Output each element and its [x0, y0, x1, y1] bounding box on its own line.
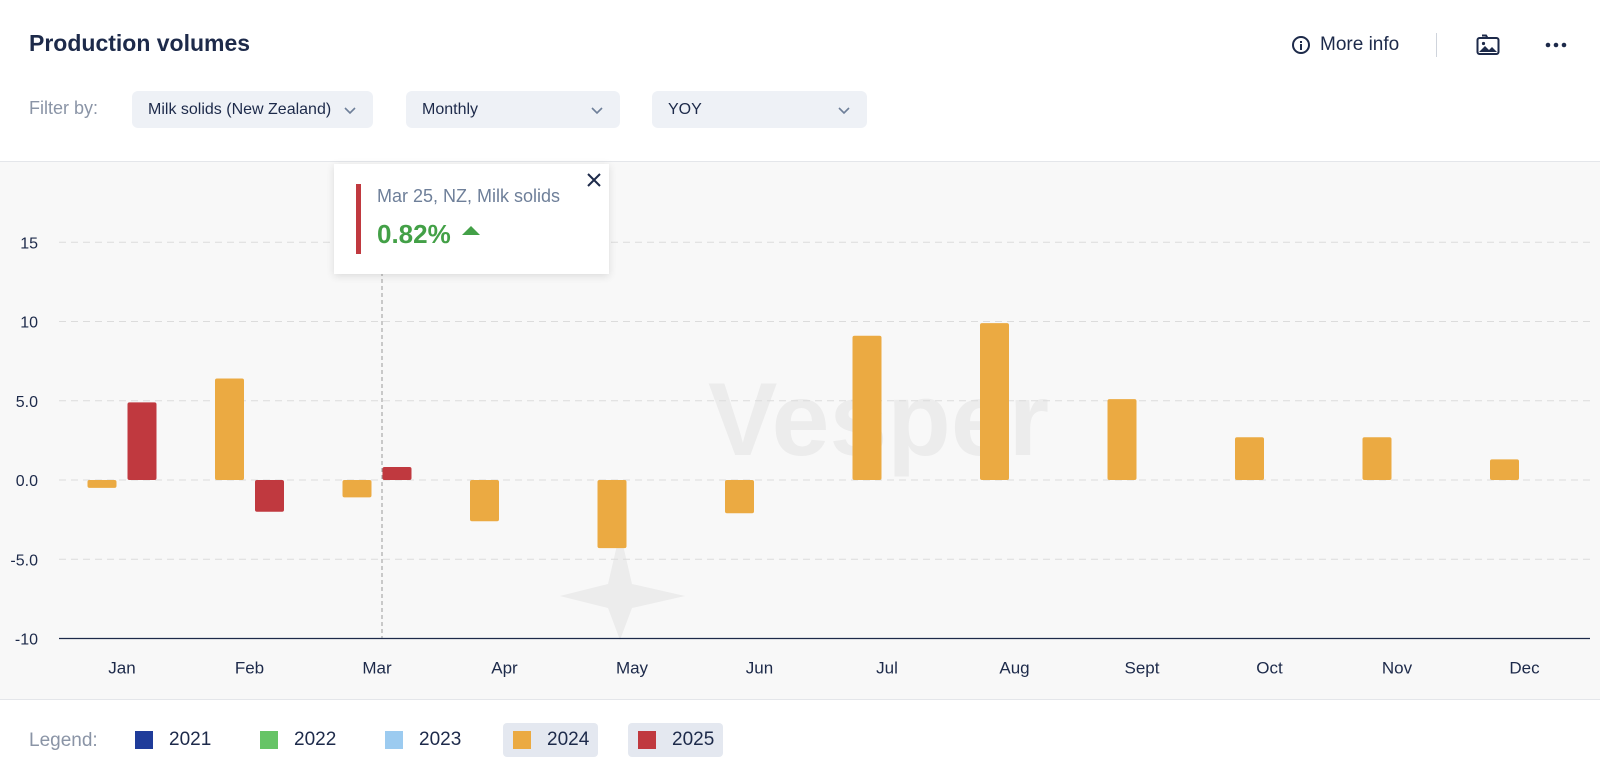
bar-2024-oct[interactable] [1235, 437, 1264, 480]
legend-item-label: 2022 [294, 729, 337, 750]
bar-chart: Vesper 15 10 5.0 0.0 -5.0 -10 Jan Feb Mar Apr May J… [10, 235, 1590, 678]
chevron-down-icon [344, 106, 356, 114]
watermark: Vesper [560, 362, 1049, 640]
header-divider [1436, 33, 1437, 57]
more-info-label: More info [1320, 34, 1400, 55]
legend-item-label: 2023 [419, 729, 462, 750]
bar-2024-apr[interactable] [470, 480, 499, 522]
legend-item-2022[interactable]: 2022 [250, 723, 345, 757]
bar-2024-aug[interactable] [980, 323, 1009, 480]
more-info-button[interactable]: More info [1292, 32, 1399, 58]
x-tick-label: Dec [1509, 659, 1540, 678]
chevron-down-icon [591, 106, 603, 114]
legend-label: Legend: [29, 730, 98, 751]
bar-2024-dec[interactable] [1490, 459, 1519, 480]
filter-label: Filter by: [29, 98, 99, 118]
y-tick-label: 0.0 [16, 473, 38, 490]
y-tick-label: -10 [15, 632, 38, 649]
legend-item-2025[interactable]: 2025 [628, 723, 724, 757]
bar-2025-feb[interactable] [255, 480, 284, 512]
y-tick-label: 15 [20, 235, 38, 252]
legend-item-label: 2024 [547, 729, 590, 750]
x-tick-label: Apr [491, 659, 518, 678]
legend-swatch [135, 731, 153, 749]
tooltip-label: Mar 25, NZ, Milk solids [377, 186, 561, 206]
tooltip-series-accent [356, 184, 361, 254]
legend-swatch [385, 731, 403, 749]
product-filter-value: Milk solids (New Zealand) [148, 100, 332, 118]
bar-2025-mar[interactable] [382, 467, 412, 480]
image-export-icon[interactable] [1476, 34, 1500, 56]
bar-2024-nov[interactable] [1362, 437, 1392, 480]
bar-2024-jan[interactable] [87, 480, 117, 488]
bar-2024-feb[interactable] [215, 378, 244, 480]
legend-item-2024[interactable]: 2024 [503, 723, 599, 757]
chart-area: Vesper 15 10 5.0 0.0 -5.0 -10 Jan Feb Mar Apr May J… [0, 161, 1600, 700]
legend-swatch [260, 731, 278, 749]
legend-swatch [513, 731, 531, 749]
legend-swatch [638, 731, 656, 749]
comparison-filter-dropdown[interactable]: YOY [652, 91, 867, 128]
period-filter-value: Monthly [422, 100, 479, 118]
x-tick-label: Oct [1256, 659, 1283, 678]
legend-item-2023[interactable]: 2023 [375, 723, 470, 757]
y-tick-label: 5.0 [16, 394, 38, 411]
close-icon[interactable] [584, 170, 604, 190]
tooltip-value: 0.82% [377, 219, 451, 249]
data-tooltip: Mar 25, NZ, Milk solids 0.82% [334, 164, 609, 274]
legend-item-2021[interactable]: 2021 [125, 723, 220, 757]
more-options-icon[interactable] [1543, 34, 1569, 56]
legend-item-label: 2021 [169, 729, 212, 750]
y-tick-label: -5.0 [10, 552, 38, 569]
x-tick-label: Aug [999, 659, 1029, 678]
product-filter-dropdown[interactable]: Milk solids (New Zealand) [132, 91, 373, 128]
legend-item-label: 2025 [672, 729, 715, 750]
x-tick-label: Jun [746, 659, 773, 678]
bar-2024-jun[interactable] [725, 480, 754, 514]
y-tick-label: 10 [20, 315, 38, 332]
period-filter-dropdown[interactable]: Monthly [406, 91, 620, 128]
watermark-logo-icon [560, 532, 685, 640]
bar-2024-mar[interactable] [342, 480, 372, 498]
x-tick-label: Sept [1125, 659, 1160, 678]
comparison-filter-value: YOY [668, 100, 702, 118]
x-tick-label: Jan [108, 659, 135, 678]
chart-legend: Legend: 2021 2022 2023 2024 2025 [0, 700, 1600, 778]
x-tick-label: Mar [362, 659, 392, 678]
chevron-down-icon [838, 106, 850, 114]
x-tick-label: Feb [235, 659, 264, 678]
x-tick-label: May [616, 659, 649, 678]
bar-2024-may[interactable] [597, 480, 627, 549]
x-tick-label: Nov [1382, 659, 1413, 678]
x-tick-label: Jul [876, 659, 898, 678]
info-icon [1292, 36, 1310, 54]
trend-up-icon [462, 226, 480, 235]
chart-header: Production volumes More info Filter by: … [0, 0, 1600, 160]
bar-2024-sept[interactable] [1107, 399, 1137, 480]
bar-2025-jan[interactable] [127, 402, 157, 480]
page-title: Production volumes [29, 30, 251, 56]
bar-2024-jul[interactable] [852, 335, 882, 480]
